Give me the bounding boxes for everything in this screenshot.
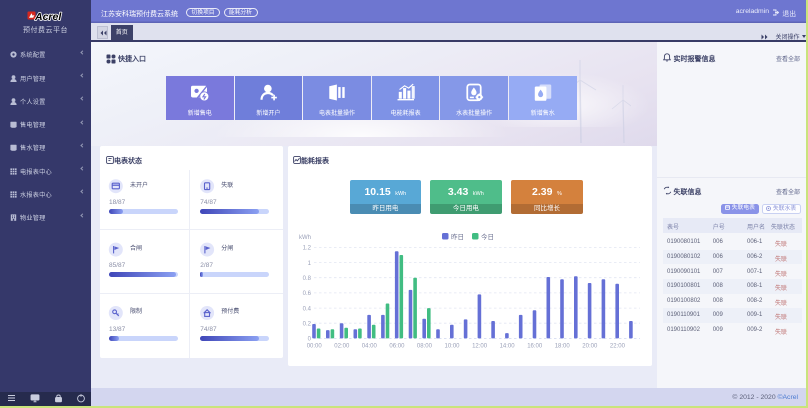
svg-text:12:00: 12:00 xyxy=(472,344,488,350)
svg-text:Acrel: Acrel xyxy=(34,11,62,23)
svg-text:00:00: 00:00 xyxy=(307,344,323,350)
svg-text:0: 0 xyxy=(308,337,312,343)
svg-text:22:00: 22:00 xyxy=(610,344,626,350)
svg-text:0.4: 0.4 xyxy=(303,306,312,312)
svg-text:06:00: 06:00 xyxy=(389,344,405,350)
svg-text:昨日: 昨日 xyxy=(451,232,464,241)
svg-text:0.8: 0.8 xyxy=(303,276,312,282)
svg-text:14:00: 14:00 xyxy=(500,344,516,350)
svg-text:08:00: 08:00 xyxy=(417,344,433,350)
svg-text:今日: 今日 xyxy=(481,232,494,241)
svg-text:18:00: 18:00 xyxy=(555,344,571,350)
svg-text:02:00: 02:00 xyxy=(334,344,350,350)
svg-text:04:00: 04:00 xyxy=(362,344,378,350)
svg-text:0.2: 0.2 xyxy=(303,321,312,327)
svg-text:0.6: 0.6 xyxy=(303,291,312,297)
svg-text:20:00: 20:00 xyxy=(582,344,598,350)
svg-text:10:00: 10:00 xyxy=(444,344,460,350)
svg-text:1: 1 xyxy=(308,261,312,267)
svg-text:16:00: 16:00 xyxy=(527,344,543,350)
svg-text:kWh: kWh xyxy=(299,235,311,241)
svg-text:1.2: 1.2 xyxy=(303,246,312,252)
